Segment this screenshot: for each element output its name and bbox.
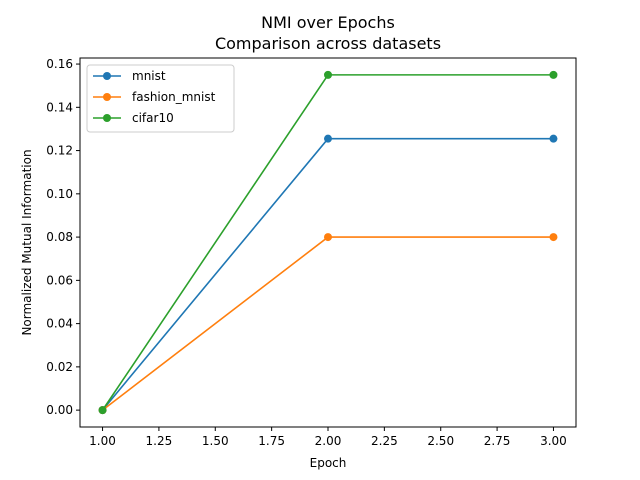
plot-area (98, 70, 558, 415)
y-tick-label: 0.02 (46, 360, 73, 374)
legend-swatch-marker (103, 114, 111, 122)
y-tick-label: 0.14 (46, 100, 73, 114)
y-tick-label: 0.08 (46, 230, 73, 244)
y-tick-label: 0.12 (46, 144, 73, 158)
legend: mnist fashion_mnist cifar10 (86, 64, 235, 133)
x-axis-label: Epoch (310, 456, 347, 470)
legend-entry-cifar10: cifar10 (132, 111, 174, 125)
legend-swatch-marker (103, 72, 111, 80)
data-point-fashion_mnist (324, 233, 332, 242)
x-tick-label: 2.50 (427, 434, 454, 448)
y-tick-label: 0.04 (46, 317, 73, 331)
data-point-cifar10 (98, 406, 107, 415)
x-tick-label: 2.00 (315, 434, 342, 448)
x-tick-label: 2.75 (484, 434, 511, 448)
x-tick-label: 1.50 (202, 434, 229, 448)
data-point-cifar10 (549, 70, 558, 79)
legend-entry-fashion_mnist: fashion_mnist (132, 90, 216, 104)
y-axis-label: Normalized Mutual Information (20, 149, 34, 335)
y-tick-label: 0.00 (46, 403, 73, 417)
y-tick-label: 0.16 (46, 57, 73, 71)
legend-swatch-marker (103, 93, 111, 101)
data-point-mnist (549, 134, 558, 143)
data-point-mnist (324, 134, 332, 143)
y-axis: 0.00 0.02 0.04 0.06 0.08 0.10 0.12 0.14 0.16 (46, 57, 80, 417)
x-tick-label: 1.00 (89, 434, 116, 448)
x-tick-label: 1.75 (258, 434, 285, 448)
x-tick-label: 3.00 (540, 434, 567, 448)
data-point-cifar10 (324, 70, 332, 79)
x-tick-label: 2.25 (371, 434, 398, 448)
y-tick-label: 0.06 (46, 273, 73, 287)
y-tick-label: 0.10 (46, 187, 73, 201)
legend-entry-mnist: mnist (132, 69, 166, 83)
data-point-fashion_mnist (549, 233, 558, 242)
chart-subtitle: Comparison across datasets (215, 34, 441, 53)
chart-title: NMI over Epochs (261, 13, 395, 32)
x-axis: 1.00 1.25 1.50 1.75 2.00 2.25 2.50 2.75 3.00 (89, 427, 567, 448)
legend-box (86, 64, 235, 133)
x-tick-label: 1.25 (146, 434, 173, 448)
